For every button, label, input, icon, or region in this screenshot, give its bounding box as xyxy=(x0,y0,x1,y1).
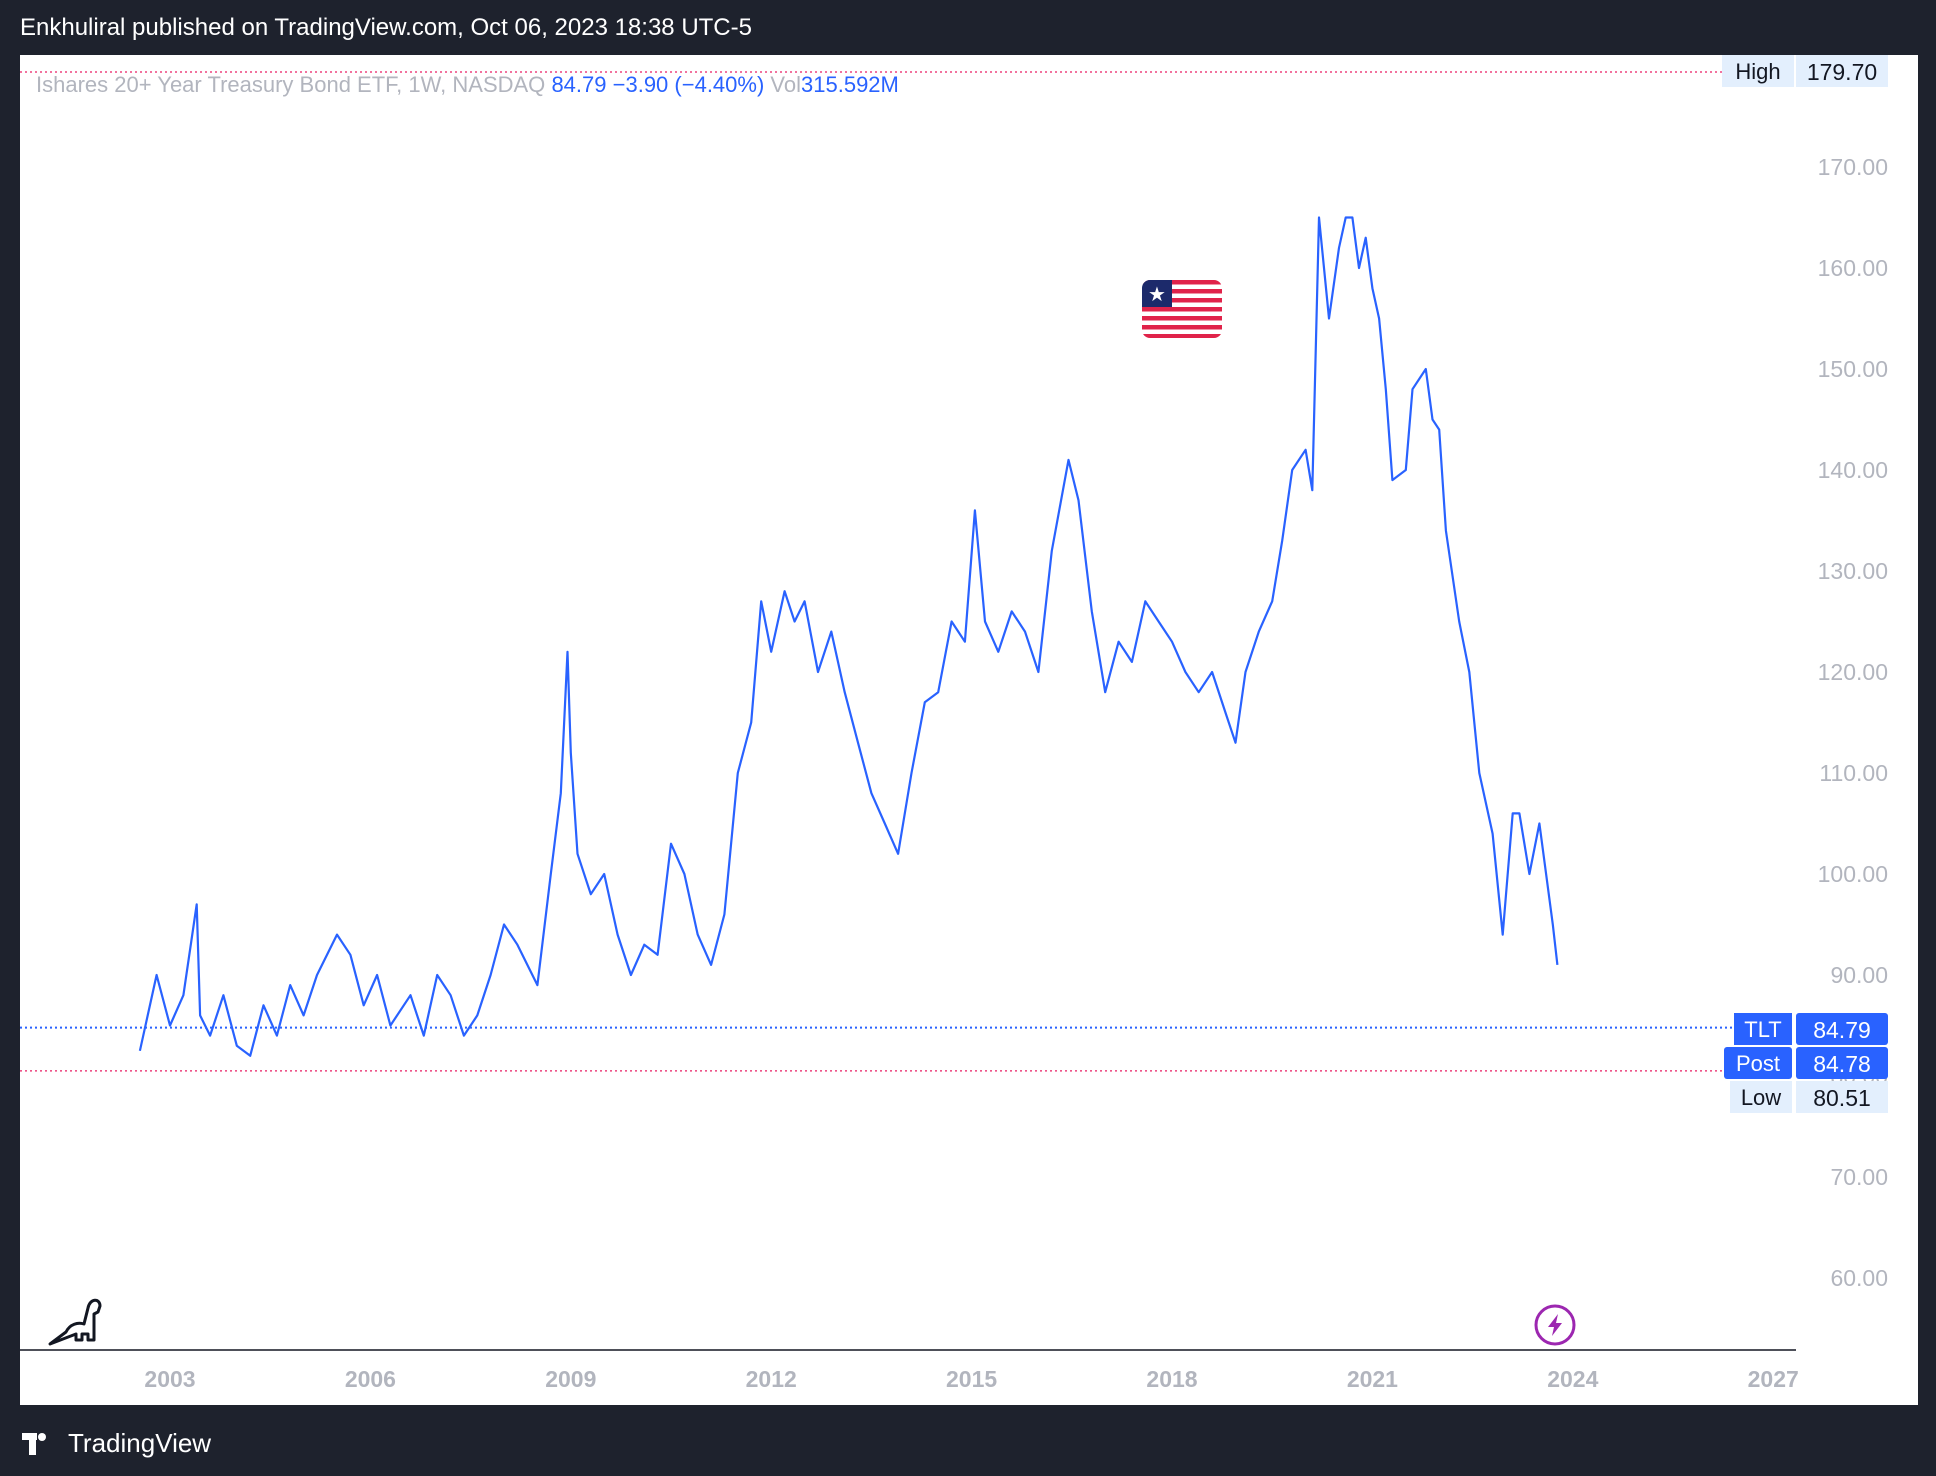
y-tick-label: 110.00 xyxy=(1819,760,1888,786)
us-flag-icon: ★ xyxy=(1142,280,1222,338)
post-value: 84.78 xyxy=(1813,1051,1871,1077)
high-value: 179.70 xyxy=(1807,59,1877,85)
x-tick-label: 2006 xyxy=(345,1366,396,1392)
x-tick-label: 2012 xyxy=(746,1366,797,1392)
x-tick-label: 2027 xyxy=(1748,1366,1799,1392)
y-tick-label: 100.00 xyxy=(1818,861,1888,887)
legend-title: Ishares 20+ Year Treasury Bond ETF, 1W, … xyxy=(36,72,546,97)
x-tick-label: 2021 xyxy=(1347,1366,1398,1392)
legend-change: −3.90 (−4.40%) xyxy=(612,72,765,97)
post-badge: Post 84.78 xyxy=(1724,1047,1888,1079)
y-tick-label: 130.00 xyxy=(1818,558,1888,584)
y-tick-label: 90.00 xyxy=(1830,962,1888,988)
lightning-icon[interactable] xyxy=(1534,1304,1576,1346)
series-line-tlt xyxy=(138,216,1559,1057)
chart-panel[interactable] xyxy=(20,55,1918,1405)
x-tick-label: 2015 xyxy=(946,1366,997,1392)
x-tick-label: 2009 xyxy=(545,1366,596,1392)
publisher-line: Enkhuliral published on TradingView.com,… xyxy=(20,14,752,41)
svg-text:★: ★ xyxy=(1148,282,1166,306)
y-tick-label: 170.00 xyxy=(1818,154,1888,180)
y-tick-label: 140.00 xyxy=(1818,457,1888,483)
y-tick-label: 120.00 xyxy=(1818,659,1888,685)
high-badge: High 179.70 xyxy=(1722,55,1888,87)
x-tick-label: 2024 xyxy=(1547,1366,1598,1392)
ticker-badge: TLT 84.79 xyxy=(1734,1013,1888,1045)
tradingview-logo-icon xyxy=(22,1432,58,1455)
y-tick-label: 150.00 xyxy=(1818,356,1888,382)
y-tick-label: 70.00 xyxy=(1830,1164,1888,1190)
legend-price: 84.79 xyxy=(551,72,607,97)
y-tick-label: 160.00 xyxy=(1818,255,1888,281)
ticker-value: 84.79 xyxy=(1813,1017,1871,1043)
post-label: Post xyxy=(1736,1051,1780,1076)
low-value: 80.51 xyxy=(1813,1085,1871,1111)
high-label: High xyxy=(1735,59,1780,84)
brand-name: TradingView xyxy=(68,1428,212,1458)
low-label: Low xyxy=(1741,1085,1781,1110)
low-badge: Low 80.51 xyxy=(1730,1081,1888,1113)
ticker-label: TLT xyxy=(1744,1017,1781,1042)
y-tick-label: 60.00 xyxy=(1830,1265,1888,1291)
chart-legend: Ishares 20+ Year Treasury Bond ETF, 1W, … xyxy=(36,72,899,98)
x-tick-label: 2003 xyxy=(144,1366,195,1392)
x-tick-label: 2018 xyxy=(1146,1366,1197,1392)
legend-vol-value: 315.592M xyxy=(801,72,899,97)
dinosaur-icon xyxy=(48,1298,102,1346)
footer-brand[interactable]: TradingView xyxy=(22,1428,211,1459)
legend-vol-label: Vol xyxy=(770,72,802,97)
